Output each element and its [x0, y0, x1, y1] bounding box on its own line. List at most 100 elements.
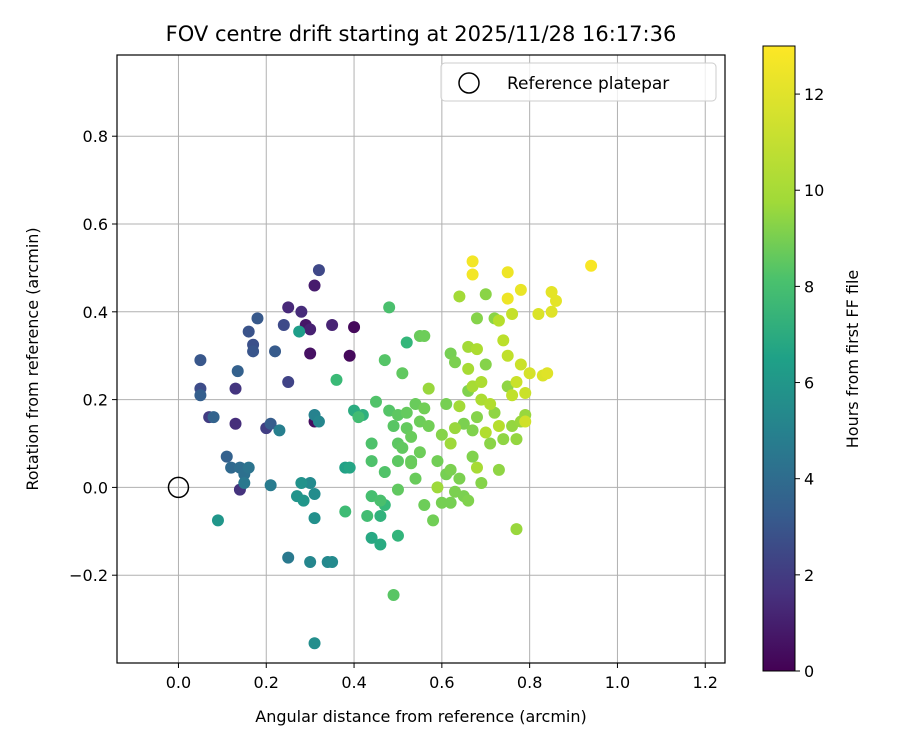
data-point — [308, 279, 321, 292]
data-point — [308, 487, 321, 500]
data-point — [304, 556, 317, 569]
x-tick-label: 1.0 — [605, 673, 630, 692]
data-point — [282, 376, 295, 389]
data-point — [422, 419, 435, 432]
data-point — [400, 406, 413, 419]
data-point — [435, 428, 448, 441]
data-point — [422, 382, 435, 395]
y-tick-label: 0.4 — [83, 303, 108, 322]
data-point — [282, 301, 295, 314]
data-point — [466, 424, 479, 437]
data-point — [431, 481, 444, 494]
data-point — [370, 395, 383, 408]
data-point — [304, 477, 317, 490]
data-point — [453, 400, 466, 413]
data-point — [466, 450, 479, 463]
data-point — [251, 312, 264, 325]
grid-lines — [117, 55, 725, 663]
data-point — [374, 494, 387, 507]
data-point — [308, 512, 321, 525]
data-point — [462, 494, 475, 507]
data-point — [247, 345, 260, 358]
data-point — [444, 463, 457, 476]
data-point — [264, 479, 277, 492]
data-point — [330, 373, 343, 386]
y-tick-label: 0.6 — [83, 215, 108, 234]
data-point — [293, 325, 306, 338]
data-point — [501, 266, 514, 279]
data-point — [326, 556, 339, 569]
data-point — [405, 430, 418, 443]
legend-box — [440, 62, 717, 102]
y-axis-ticks: −0.2 0.0 0.2 0.4 0.6 0.8 — [69, 127, 117, 585]
data-point — [295, 305, 308, 318]
data-point — [211, 514, 224, 527]
data-point — [585, 259, 598, 272]
data-point — [470, 343, 483, 356]
x-tick-label: 0.8 — [517, 673, 542, 692]
data-point — [229, 417, 242, 430]
data-point — [523, 367, 536, 380]
data-point — [387, 588, 400, 601]
data-point — [348, 321, 361, 334]
data-point — [431, 455, 444, 468]
data-point — [492, 419, 505, 432]
data-point — [462, 362, 475, 375]
data-point — [501, 349, 514, 362]
data-point — [466, 255, 479, 268]
data-point — [400, 336, 413, 349]
reference-point — [167, 476, 190, 499]
data-point — [378, 354, 391, 367]
data-point — [418, 402, 431, 415]
data-point — [304, 323, 317, 336]
data-point — [273, 424, 286, 437]
data-point — [238, 477, 251, 490]
data-point — [269, 345, 282, 358]
data-point — [444, 437, 457, 450]
colorbar-ticks: 0 2 4 6 8 10 12 — [795, 85, 824, 681]
data-point — [297, 494, 310, 507]
data-point — [312, 415, 325, 428]
data-point — [277, 318, 290, 331]
data-point — [365, 531, 378, 544]
y-tick-label: 0.8 — [83, 127, 108, 146]
data-point — [532, 308, 545, 321]
data-point — [545, 305, 558, 318]
colorbar: 0 2 4 6 8 10 12 Hours from first FF file — [762, 45, 862, 681]
colorbar-frame — [762, 45, 796, 672]
data-point — [479, 426, 492, 439]
data-point — [207, 411, 220, 424]
data-point — [326, 318, 339, 331]
data-point — [387, 419, 400, 432]
y-axis-label: Rotation from reference (arcmin) — [23, 227, 42, 490]
data-point — [514, 358, 527, 371]
data-point — [343, 461, 356, 474]
data-point — [409, 472, 422, 485]
data-point — [449, 356, 462, 369]
data-point — [339, 505, 352, 518]
data-point — [510, 376, 523, 389]
x-axis-label: Angular distance from reference (arcmin) — [255, 707, 586, 726]
data-point — [282, 551, 295, 564]
colorbar-tick-label: 8 — [804, 277, 814, 296]
colorbar-tick-label: 4 — [804, 470, 814, 489]
colorbar-tick-label: 12 — [804, 85, 824, 104]
reference-marker — [167, 476, 190, 499]
data-point — [506, 308, 519, 321]
data-point — [492, 463, 505, 476]
data-point — [427, 514, 440, 527]
data-point — [374, 509, 387, 522]
data-point — [484, 397, 497, 410]
data-point — [510, 523, 523, 536]
data-point — [484, 437, 497, 450]
colorbar-label: Hours from first FF file — [843, 270, 862, 449]
data-point — [519, 387, 532, 400]
data-point — [361, 509, 374, 522]
data-point — [470, 312, 483, 325]
x-axis-ticks: 0.0 0.2 0.4 0.6 0.8 1.0 1.2 — [166, 663, 718, 692]
data-point — [396, 441, 409, 454]
colorbar-tick-label: 2 — [804, 566, 814, 585]
x-tick-label: 0.2 — [254, 673, 279, 692]
data-point — [501, 292, 514, 305]
legend-marker — [458, 72, 480, 94]
